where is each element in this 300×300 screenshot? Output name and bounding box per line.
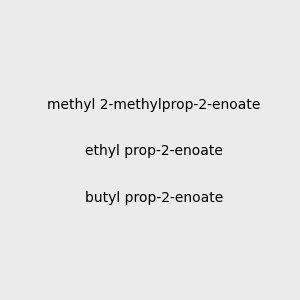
Text: ethyl prop-2-enoate: ethyl prop-2-enoate (85, 145, 223, 158)
Text: butyl prop-2-enoate: butyl prop-2-enoate (85, 191, 223, 205)
Text: methyl 2-methylprop-2-enoate: methyl 2-methylprop-2-enoate (47, 98, 260, 112)
